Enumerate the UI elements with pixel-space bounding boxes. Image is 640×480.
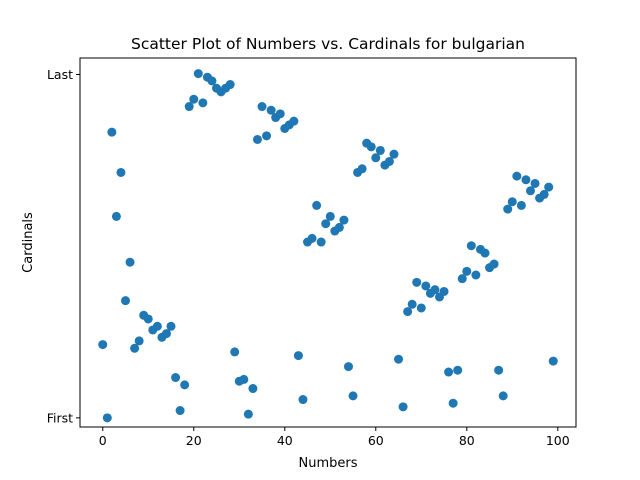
- x-tick-label: 60: [368, 433, 384, 448]
- data-point: [480, 248, 490, 258]
- data-point: [175, 406, 185, 416]
- data-point: [439, 286, 449, 296]
- data-point: [325, 211, 335, 221]
- data-point: [412, 277, 422, 287]
- data-point: [298, 395, 308, 405]
- data-point: [152, 321, 162, 331]
- data-point: [503, 204, 513, 214]
- data-point: [198, 98, 208, 108]
- data-point: [130, 343, 140, 353]
- data-point: [125, 257, 135, 267]
- data-point: [225, 80, 235, 90]
- data-point: [316, 237, 326, 247]
- data-point: [548, 356, 558, 366]
- data-point: [289, 116, 299, 126]
- data-point: [375, 145, 385, 155]
- data-point: [398, 402, 408, 412]
- data-point: [357, 164, 367, 174]
- data-point: [102, 413, 112, 423]
- data-point: [275, 109, 285, 119]
- data-point: [384, 156, 394, 166]
- data-point: [343, 362, 353, 372]
- data-point: [189, 94, 199, 104]
- data-point: [339, 215, 349, 225]
- data-point: [111, 211, 121, 221]
- data-point: [512, 171, 522, 181]
- y-axis-label: Cardinals: [21, 212, 36, 273]
- x-tick-label: 20: [186, 433, 202, 448]
- data-points: [98, 69, 558, 423]
- data-point: [416, 303, 426, 313]
- data-point: [471, 270, 481, 280]
- data-point: [252, 134, 262, 144]
- data-point: [161, 329, 171, 339]
- x-tick-label: 0: [99, 433, 107, 448]
- data-point: [312, 200, 322, 210]
- data-point: [453, 365, 463, 375]
- data-point: [466, 241, 476, 251]
- data-point: [262, 131, 272, 141]
- data-point: [539, 189, 549, 199]
- data-point: [207, 76, 217, 86]
- data-point: [166, 321, 176, 331]
- data-point: [516, 200, 526, 210]
- data-point: [530, 178, 540, 188]
- data-point: [457, 274, 467, 284]
- x-tick-label: 80: [459, 433, 475, 448]
- data-point: [489, 259, 499, 269]
- chart-title: Scatter Plot of Numbers vs. Cardinals fo…: [131, 35, 525, 53]
- data-point: [230, 347, 240, 357]
- data-point: [307, 233, 317, 243]
- x-axis-label: Numbers: [299, 456, 358, 471]
- data-point: [293, 351, 303, 361]
- x-tick-label: 100: [546, 433, 570, 448]
- data-point: [389, 149, 399, 159]
- data-point: [421, 281, 431, 291]
- plot-frame: [79, 57, 577, 428]
- data-point: [334, 222, 344, 232]
- data-point: [498, 391, 508, 401]
- data-point: [403, 307, 413, 317]
- data-point: [243, 409, 253, 419]
- data-point: [239, 374, 249, 384]
- y-tick-label: Last: [47, 67, 73, 82]
- data-point: [448, 398, 458, 408]
- data-point: [184, 102, 194, 112]
- data-point: [371, 153, 381, 163]
- data-point: [394, 354, 404, 364]
- data-point: [143, 314, 153, 324]
- y-axis-ticks: First Last: [47, 67, 80, 425]
- data-point: [544, 182, 554, 192]
- data-point: [121, 296, 130, 306]
- data-point: [171, 373, 181, 383]
- data-point: [266, 105, 276, 115]
- data-point: [430, 285, 440, 295]
- data-point: [257, 102, 267, 112]
- data-point: [366, 142, 376, 152]
- x-tick-label: 40: [277, 433, 293, 448]
- data-point: [507, 197, 517, 207]
- data-point: [107, 127, 117, 137]
- x-axis-ticks: 0 20 40 60 80 100: [99, 427, 570, 448]
- data-point: [116, 167, 126, 177]
- data-point: [193, 69, 203, 79]
- data-point: [526, 186, 535, 196]
- data-point: [348, 391, 358, 401]
- data-point: [494, 365, 504, 375]
- data-point: [321, 219, 331, 229]
- data-point: [521, 175, 531, 185]
- y-tick-label: First: [47, 410, 73, 425]
- data-point: [407, 299, 417, 309]
- data-point: [134, 336, 144, 346]
- data-point: [444, 367, 454, 377]
- data-point: [180, 380, 190, 390]
- data-point: [248, 384, 258, 394]
- data-point: [462, 266, 472, 276]
- data-point: [98, 340, 108, 350]
